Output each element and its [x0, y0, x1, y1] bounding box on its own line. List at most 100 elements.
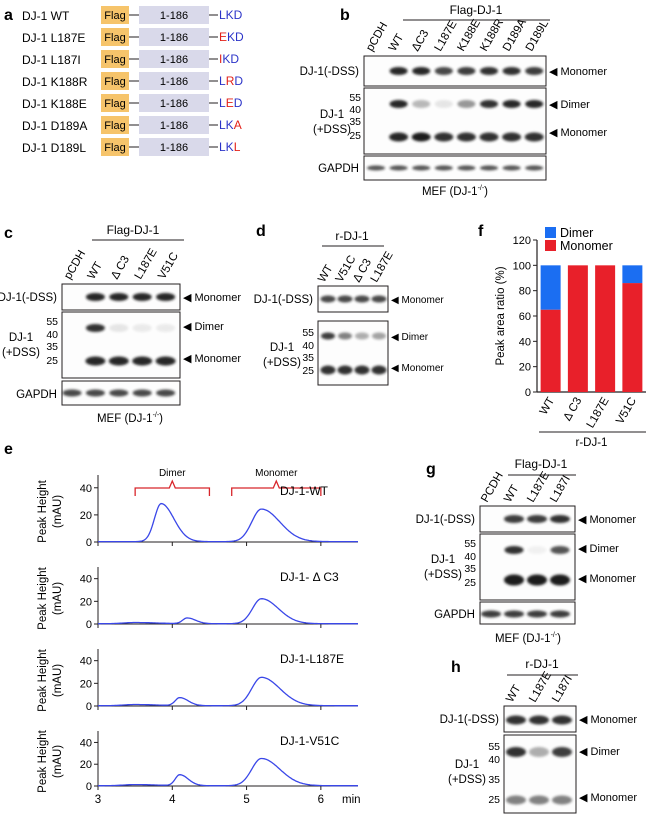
svg-text:25: 25	[464, 577, 476, 589]
x-axis-label: r-DJ-1	[576, 437, 608, 449]
svg-text:55: 55	[464, 538, 476, 550]
lane-label: pCDH	[364, 20, 390, 53]
y-axis-label: Peak Height	[37, 729, 49, 792]
panel-h-row-label-dss-minus: DJ-1(-DSS)	[440, 714, 500, 726]
blot-band	[320, 295, 336, 303]
blot-band	[434, 67, 453, 75]
legend-label: Dimer	[560, 226, 593, 240]
svg-text:25: 25	[488, 794, 500, 806]
panel-g-letter: g	[426, 461, 436, 478]
y-axis-unit: (mAU)	[52, 664, 64, 697]
flag-tag-box	[101, 6, 129, 24]
panel-h-monomer-label-1: ◀ Monomer	[579, 714, 637, 726]
blot-band	[155, 356, 176, 366]
panel-d-group-label: r-DJ-1	[335, 229, 369, 243]
chromatogram-4: 0 20 40 Peak Height (mAU) DJ-1-V51C	[37, 729, 358, 793]
flag-tag-label: Flag	[104, 98, 125, 110]
panel-d-row-label-dj1: DJ-1	[270, 342, 294, 354]
svg-text:55: 55	[488, 741, 500, 753]
panel-g-blot-dss-plus	[479, 533, 576, 601]
blot-band	[502, 67, 521, 75]
bar-monomer	[622, 283, 643, 392]
panel-c-row-label-dj1: DJ-1	[9, 332, 33, 344]
panel-c-row-label-dss: (+DSS)	[2, 347, 40, 359]
panel-g-row-label-gapdh: GAPDH	[434, 609, 475, 621]
svg-text:40: 40	[488, 754, 500, 766]
blot-band	[502, 100, 521, 108]
blot-band	[550, 546, 570, 554]
panel-b-row-label-dss-minus: DJ-1(-DSS)	[300, 66, 360, 78]
panel-e-letter: e	[4, 441, 13, 458]
blot-band	[354, 365, 370, 375]
blot-band	[527, 515, 547, 523]
x-tick-label: 6	[318, 794, 324, 806]
blot-band	[434, 165, 453, 171]
y-tick-label: 0	[86, 701, 92, 713]
lane-label: L187E	[369, 249, 396, 284]
svg-text:25: 25	[46, 355, 58, 367]
blot-band	[321, 332, 335, 340]
panel-d-dss-bands	[320, 332, 387, 375]
blot-band	[525, 165, 544, 171]
y-tick-label: 20	[80, 678, 92, 690]
svg-text:55: 55	[302, 327, 314, 339]
chromatogram-trace	[98, 676, 358, 707]
panel-c-row-label-gapdh: GAPDH	[16, 389, 57, 401]
flag-tag-label: Flag	[104, 76, 125, 88]
dj1-region-box	[139, 6, 209, 24]
svg-text:55: 55	[46, 316, 58, 328]
panel-c-cell-label: MEF (DJ-1-/-)	[97, 412, 163, 425]
construct-row: DJ-1 L187E Flag 1-186 EKD	[22, 28, 244, 46]
panel-c-dss-bands	[85, 324, 176, 366]
svg-text:40: 40	[464, 551, 476, 563]
y-tick-label: 0	[86, 537, 92, 549]
panel-h-mw-markers: 55 40 35 25	[488, 741, 500, 806]
c-terminal-sequence: LKD	[219, 8, 243, 22]
blot-band	[412, 165, 431, 171]
construct-name: DJ-1 K188R	[22, 75, 88, 89]
blot-band	[85, 356, 106, 366]
dj1-region-label: 1-186	[160, 98, 188, 110]
panel-h-letter: h	[451, 659, 461, 676]
peak-bracket	[134, 479, 211, 496]
blot-band	[506, 747, 526, 757]
lane-label: L187I	[550, 674, 575, 705]
svg-text:35: 35	[488, 774, 500, 786]
c-terminal-sequence: LKA	[219, 118, 242, 132]
blot-band	[354, 295, 370, 303]
panel-b-letter: b	[340, 7, 350, 24]
c-terminal-sequence: LRD	[219, 74, 243, 88]
blot-band	[108, 356, 129, 366]
blot-band	[481, 610, 501, 618]
panel-g-dss-bands	[504, 546, 570, 586]
panel-d-row-label-dss: (+DSS)	[263, 357, 301, 369]
lane-label: L187I	[548, 474, 573, 505]
panel-h-dss-bands	[506, 747, 572, 805]
x-tick-label: 3	[95, 794, 101, 806]
construct-row: DJ-1 K188E Flag 1-186 LED	[22, 94, 243, 112]
panel-g-row-label-dss: (+DSS)	[424, 569, 462, 581]
svg-text:35: 35	[46, 341, 58, 353]
panel-d-monomer-bands-nodss	[320, 295, 387, 303]
lane-label: ΔC3	[410, 28, 432, 53]
blot-band	[389, 132, 409, 142]
blot-band	[132, 324, 152, 332]
blot-band	[504, 574, 524, 586]
y-tick-label: 20	[80, 510, 92, 522]
flag-tag-label: Flag	[104, 54, 125, 66]
blot-band	[506, 715, 526, 725]
legend-swatch	[545, 240, 556, 251]
x-axis-label: min	[342, 794, 361, 806]
series-label: DJ-1- Δ C3	[280, 570, 339, 584]
panel-b-row-label-dss: (+DSS)	[313, 124, 351, 136]
lane-label: WT	[502, 483, 521, 504]
blot-band	[504, 546, 524, 554]
blot-band	[371, 365, 387, 375]
panel-g-group-label: Flag-DJ-1	[515, 457, 568, 471]
flag-tag-box	[101, 94, 129, 112]
panel-b-monomer-bands-nodss	[389, 67, 544, 75]
